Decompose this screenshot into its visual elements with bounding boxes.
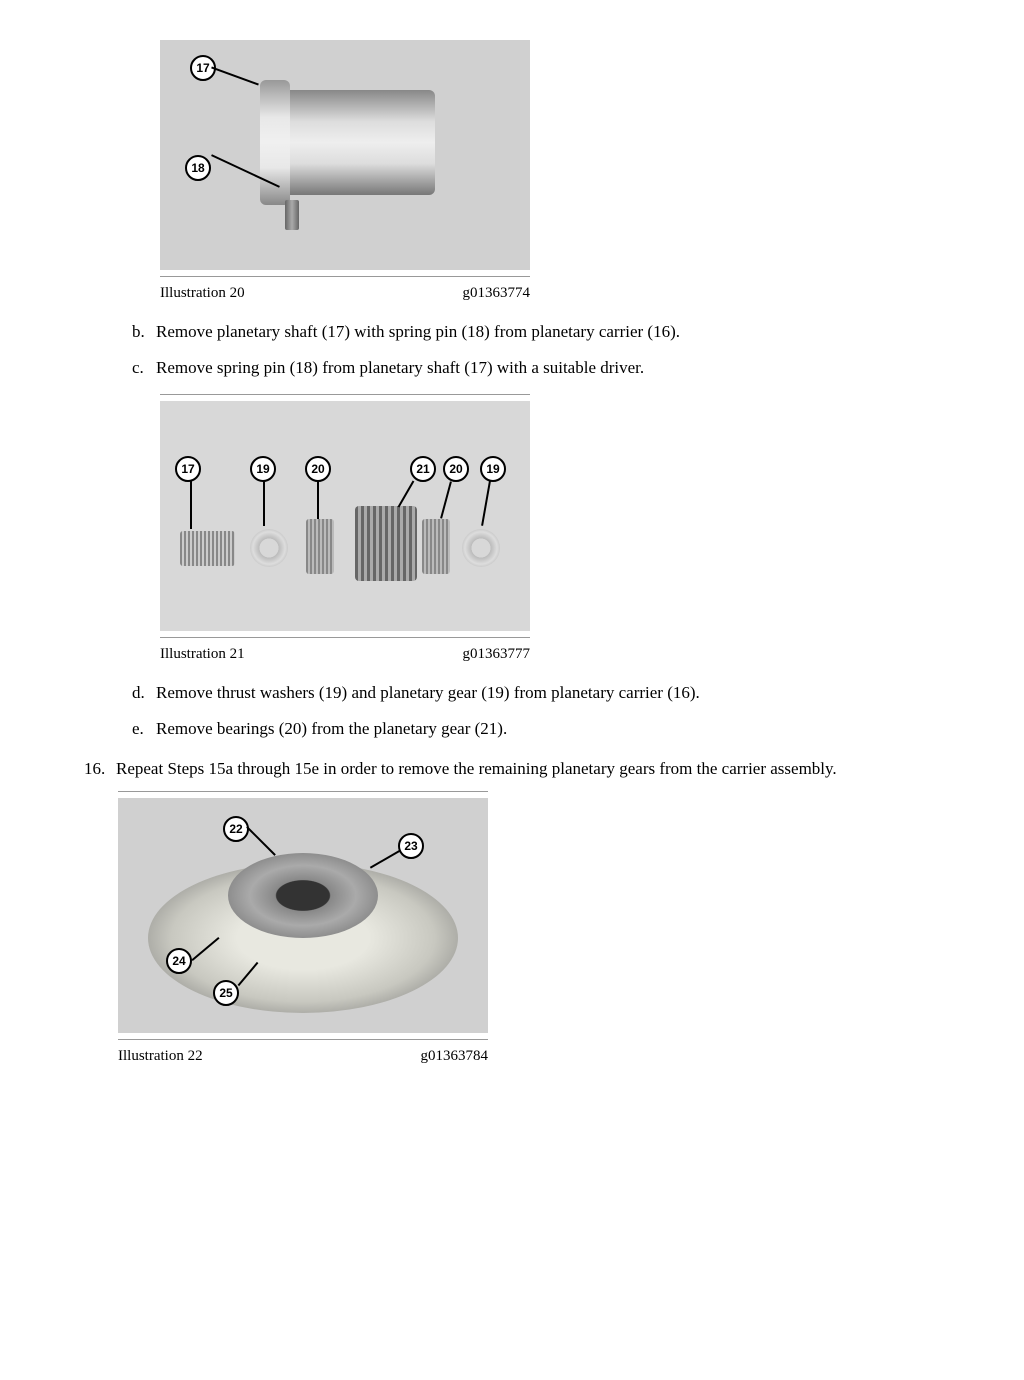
callout-line	[246, 826, 276, 856]
callout-line	[211, 67, 259, 86]
illustration-label: Illustration 21	[160, 646, 245, 663]
callout-20: 20	[305, 456, 331, 482]
illustration-code: g01363774	[463, 285, 531, 302]
step-text: Remove thrust washers (19) and planetary…	[156, 683, 964, 703]
step-text: Remove planetary shaft (17) with spring …	[156, 322, 964, 342]
gear-shape	[355, 506, 417, 581]
callout-24: 24	[166, 948, 192, 974]
figure-divider	[160, 394, 530, 395]
bearing-shape	[422, 519, 450, 574]
step-e: e. Remove bearings (20) from the planeta…	[132, 719, 964, 739]
carrier-ring-shape	[228, 853, 378, 938]
figure-divider	[118, 791, 488, 792]
illustration-label: Illustration 22	[118, 1048, 203, 1065]
washer-shape	[250, 529, 288, 567]
step-marker: d.	[132, 683, 156, 703]
step-text: Remove bearings (20) from the planetary …	[156, 719, 964, 739]
step-c: c. Remove spring pin (18) from planetary…	[132, 358, 964, 378]
callout-line	[398, 481, 415, 508]
figure-21-block: 17 19 20 21 20 19 Illustration 21 g01363…	[160, 394, 530, 663]
callout-line	[190, 481, 192, 529]
figure-21-image: 17 19 20 21 20 19	[160, 401, 530, 631]
callout-19: 19	[480, 456, 506, 482]
step-marker: c.	[132, 358, 156, 378]
figure-divider	[118, 1039, 488, 1040]
figure-20-block: 17 18 Illustration 20 g01363774	[160, 40, 530, 302]
step-b: b. Remove planetary shaft (17) with spri…	[132, 322, 964, 342]
shaft-shape	[180, 531, 235, 566]
step-16: 16. Repeat Steps 15a through 15e in orde…	[84, 759, 964, 779]
figure-divider	[160, 637, 530, 638]
illustration-code: g01363784	[421, 1048, 489, 1065]
figure-20-caption: Illustration 20 g01363774	[160, 285, 530, 302]
figure-22-block: 22 23 24 25 Illustration 22 g01363784	[118, 791, 488, 1065]
step-d: d. Remove thrust washers (19) and planet…	[132, 683, 964, 703]
callout-25: 25	[213, 980, 239, 1006]
figure-22-image: 22 23 24 25	[118, 798, 488, 1033]
callout-22: 22	[223, 816, 249, 842]
figure-divider	[160, 276, 530, 277]
callout-line	[317, 481, 319, 519]
step-text: Remove spring pin (18) from planetary sh…	[156, 358, 964, 378]
callout-23: 23	[398, 833, 424, 859]
illustration-code: g01363777	[463, 646, 531, 663]
step-marker: e.	[132, 719, 156, 739]
bearing-shape	[306, 519, 334, 574]
illustration-label: Illustration 20	[160, 285, 245, 302]
figure-22-caption: Illustration 22 g01363784	[118, 1048, 488, 1065]
shaft-body-shape	[275, 90, 435, 195]
step-marker: 16.	[84, 759, 116, 779]
callout-line	[370, 849, 401, 868]
callout-19: 19	[250, 456, 276, 482]
callout-line	[263, 481, 265, 526]
step-marker: b.	[132, 322, 156, 342]
callout-20: 20	[443, 456, 469, 482]
spring-pin-shape	[285, 200, 299, 230]
callout-line	[481, 481, 491, 526]
step-text: Repeat Steps 15a through 15e in order to…	[116, 759, 964, 779]
callout-17: 17	[175, 456, 201, 482]
figure-20-image: 17 18	[160, 40, 530, 270]
callout-21: 21	[410, 456, 436, 482]
callout-line	[440, 481, 452, 518]
washer-shape	[462, 529, 500, 567]
callout-18: 18	[185, 155, 211, 181]
figure-21-caption: Illustration 21 g01363777	[160, 646, 530, 663]
